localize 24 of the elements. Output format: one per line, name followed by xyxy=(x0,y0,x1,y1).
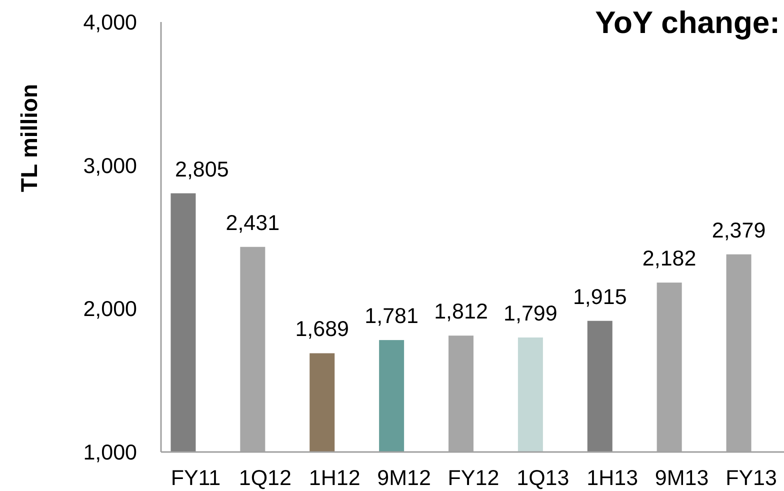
x-tick-label: 1Q12 xyxy=(238,466,292,490)
data-label: 1,781 xyxy=(364,304,418,328)
y-tick-label: 1,000 xyxy=(83,440,138,465)
y-tick-label: 2,000 xyxy=(83,297,138,322)
x-tick-label: 1H13 xyxy=(586,466,638,490)
x-tick-label: 9M12 xyxy=(377,466,431,490)
x-tick-label: 9M13 xyxy=(654,466,709,490)
chart-title: YoY change: xyxy=(595,5,780,40)
data-label: 2,182 xyxy=(642,246,696,271)
x-tick-label: 1H12 xyxy=(308,466,360,490)
data-label: 1,799 xyxy=(504,301,558,326)
x-tick-label: 1Q13 xyxy=(516,466,570,490)
y-tick-label: 3,000 xyxy=(83,154,138,178)
x-tick-label: FY11 xyxy=(170,466,221,490)
data-label: 2,431 xyxy=(226,210,280,235)
y-axis-title: TL million xyxy=(16,84,42,192)
data-label: 1,812 xyxy=(434,300,488,324)
data-label: 1,915 xyxy=(572,284,627,309)
data-label: 2,805 xyxy=(175,157,229,182)
data-label: 2,379 xyxy=(712,218,766,242)
data-label: 1,689 xyxy=(295,317,350,342)
x-tick-label: FY12 xyxy=(448,466,500,490)
y-tick-label: 4,000 xyxy=(83,10,138,35)
x-tick-label: FY13 xyxy=(726,466,778,490)
